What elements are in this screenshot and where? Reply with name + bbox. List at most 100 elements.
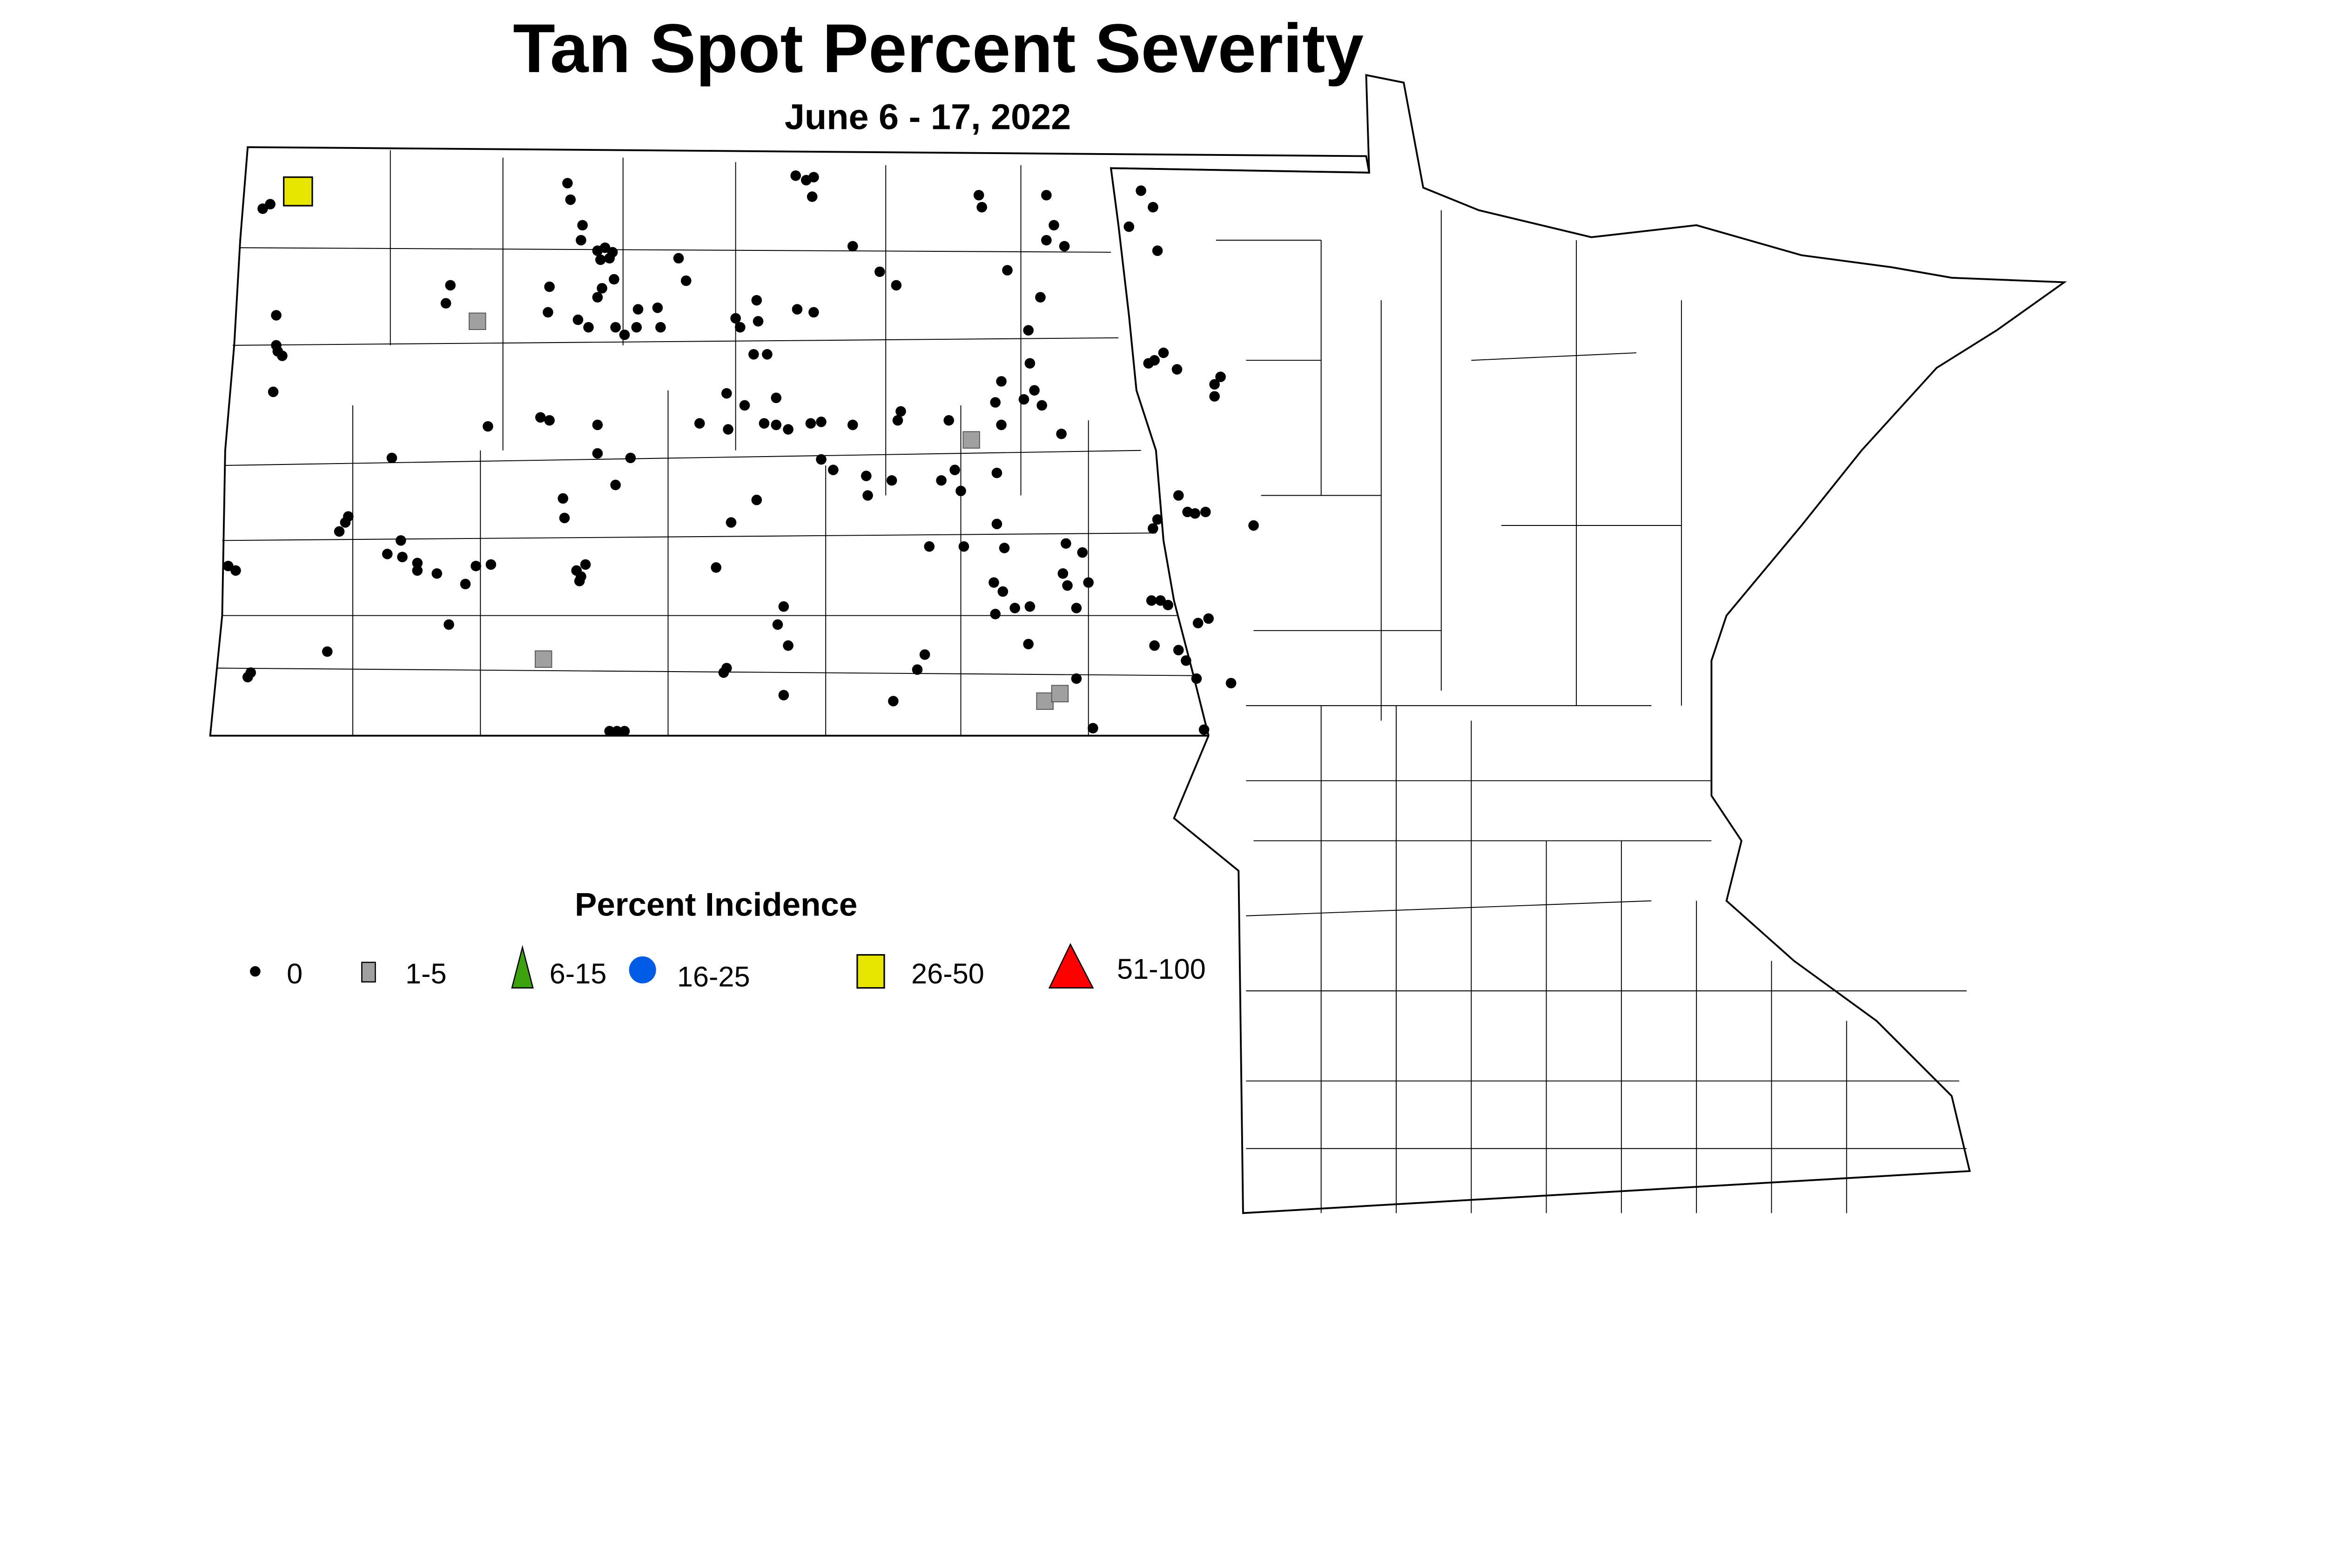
point-severity-0 [892,415,903,426]
point-severity-0 [955,485,966,497]
point-severity-0 [816,417,827,427]
point-severity-0 [973,190,984,201]
point-severity-0 [619,726,630,737]
point-severity-0 [565,194,576,205]
point-severity-1-5 [535,650,552,668]
legend-title: Percent Incidence [575,887,857,923]
point-severity-0 [544,281,555,292]
point-severity-0 [610,322,621,333]
point-severity-0 [572,314,584,325]
county-boundary [222,532,1156,541]
point-severity-0 [483,421,493,432]
point-severity-0 [718,667,729,678]
point-severity-0 [652,302,663,313]
point-severity-0 [888,696,899,707]
point-severity-0 [595,254,606,265]
severity-map: Tan Spot Percent Severity June 6 - 17, 2… [209,10,2067,1214]
point-severity-0 [558,493,568,504]
point-severity-0 [1149,640,1160,651]
point-severity-0 [271,340,282,351]
point-severity-0 [544,415,555,426]
point-severity-0 [1023,639,1034,650]
point-severity-0 [412,558,423,568]
point-severity-0 [1248,520,1259,531]
point-severity-0 [1163,599,1173,611]
point-severity-0 [739,400,750,411]
legend-symbol-51-100 [1048,943,1094,989]
county-boundaries [217,150,1967,1213]
point-severity-0 [996,419,1007,431]
point-severity-0 [1036,400,1048,411]
point-severity-0 [949,464,960,475]
point-severity-0 [808,172,819,182]
legend: Percent Incidence 0 1-5 6-15 16-25 26-50… [250,887,1206,992]
point-severity-0 [990,609,1001,619]
point-severity-1-5 [469,312,486,330]
point-severity-0 [805,418,816,429]
legend-label-0: 0 [287,958,303,989]
point-severity-0 [265,199,276,209]
point-severity-0 [580,559,591,570]
point-severity-0 [1225,678,1237,689]
point-severity-0 [771,419,782,431]
point-severity-0 [1071,603,1082,613]
legend-symbol-26-50 [856,954,885,989]
point-severity-0 [778,690,789,700]
point-severity-0 [1024,358,1036,369]
point-severity-0 [597,283,607,294]
point-severity-0 [771,392,782,404]
point-severity-0 [277,350,288,361]
point-severity-0 [592,419,603,431]
point-severity-0 [748,349,759,360]
point-severity-0 [726,517,737,528]
point-severity-0 [271,310,282,321]
point-severity-0 [592,448,603,459]
point-severity-0 [612,726,623,737]
point-severity-0 [680,275,692,286]
point-severity-0 [735,322,746,333]
point-severity-0 [268,386,279,397]
point-severity-0 [751,494,762,505]
point-severity-0 [730,313,741,324]
point-severity-0 [1049,220,1059,231]
point-severity-0 [412,565,423,576]
point-severity-0 [1198,724,1210,735]
legend-label-16-25: 16-25 [677,961,750,992]
point-severity-0 [1152,514,1163,525]
point-severity-0 [1029,385,1040,396]
point-severity-0 [577,220,588,231]
point-severity-0 [1062,580,1073,591]
point-severity-0 [990,397,1001,408]
map-title: Tan Spot Percent Severity [513,10,1364,87]
county-boundary [1471,352,1637,361]
point-severity-0 [847,419,858,431]
point-severity-0 [1149,355,1160,366]
point-severity-0 [1059,241,1070,252]
point-severity-0 [471,560,481,572]
point-severity-0 [1203,613,1214,624]
point-severity-26-50 [283,176,313,207]
point-severity-0 [592,292,603,303]
point-severity-0 [1190,508,1201,519]
point-severity-0 [562,178,573,188]
point-severity-0 [807,191,818,202]
legend-symbol-16-25 [629,956,656,983]
point-severity-0 [783,640,794,651]
point-severity-0 [1061,538,1071,549]
point-severity-0 [322,646,333,657]
map-subtitle: June 6 - 17, 2022 [785,97,1071,137]
point-severity-0 [1146,595,1157,606]
point-severity-0 [1023,325,1034,336]
county-boundary [240,247,1111,253]
point-severity-0 [828,464,839,475]
legend-label-26-50: 26-50 [911,958,984,989]
point-severity-0 [334,526,345,537]
point-severity-0 [847,241,858,252]
point-severity-0 [751,295,762,306]
point-severity-0 [396,535,406,546]
point-severity-0 [397,552,408,563]
point-severity-0 [991,467,1002,478]
point-severity-0 [1041,190,1052,201]
point-severity-0 [976,202,987,213]
point-severity-0 [576,235,586,246]
